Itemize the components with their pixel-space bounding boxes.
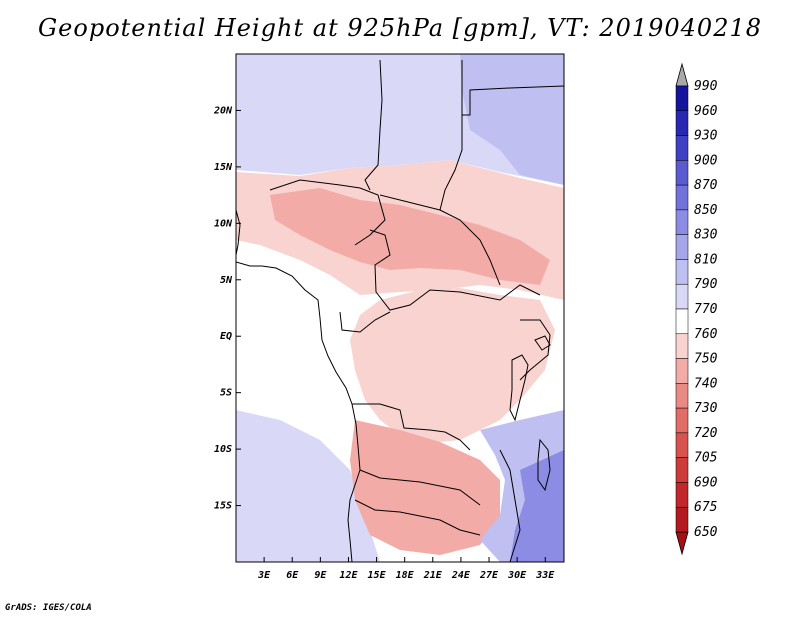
x-tick-label: 6E xyxy=(286,570,299,581)
y-tick-label: 10N xyxy=(214,218,233,229)
border xyxy=(339,311,391,333)
border xyxy=(461,60,564,116)
colorbar-under-triangle xyxy=(675,531,689,556)
colorbar-label: 830 xyxy=(694,228,718,243)
colorbar-segment xyxy=(675,184,689,211)
grads-credit: GrADS: IGES/COLA xyxy=(5,603,92,613)
x-tick-label: 33E xyxy=(535,570,555,581)
colorbar-segment xyxy=(675,333,689,359)
x-tick-label: 24E xyxy=(451,570,471,581)
border xyxy=(369,229,541,311)
colorbar-label: 990 xyxy=(694,79,718,94)
region-congo-basin xyxy=(350,288,555,442)
x-tick-label: 3E xyxy=(257,570,271,581)
lake-outline xyxy=(509,354,529,422)
colorbar-label: 750 xyxy=(694,352,718,367)
colorbar-label: 675 xyxy=(694,500,718,515)
y-tick-label: EQ xyxy=(220,331,232,342)
region-angola-low xyxy=(350,420,500,555)
x-tick-label: 9E xyxy=(314,570,327,581)
border xyxy=(364,59,383,191)
colorbar-label: 870 xyxy=(694,178,718,193)
colorbar-label: 850 xyxy=(694,203,718,218)
border xyxy=(269,179,386,246)
region-mozambique-high xyxy=(510,450,564,562)
colorbar-segment xyxy=(675,234,689,260)
colorbar-label: 705 xyxy=(694,451,718,466)
colorbar-label: 790 xyxy=(694,277,718,292)
x-tick-label: 27E xyxy=(479,570,499,581)
y-tick-label: 5S xyxy=(220,388,232,399)
coastline xyxy=(236,209,241,256)
colorbar-segment xyxy=(675,358,689,384)
x-tick-label: 30E xyxy=(507,570,527,581)
colorbar-label: 900 xyxy=(694,153,718,168)
colorbar-label: 960 xyxy=(694,104,718,119)
colorbar-label: 770 xyxy=(694,302,718,317)
colorbar-segment xyxy=(675,506,689,533)
colorbar-label: 650 xyxy=(694,525,718,540)
y-tick-label: 15N xyxy=(214,162,233,173)
border xyxy=(519,319,551,381)
colorbar-segment xyxy=(675,383,689,409)
border xyxy=(354,499,481,536)
y-tick-label: 10S xyxy=(214,444,232,455)
colorbar-label: 740 xyxy=(694,376,718,391)
coastline xyxy=(236,261,361,562)
region-central-low xyxy=(270,188,550,285)
x-tick-label: 21E xyxy=(423,570,443,581)
coastlines-borders xyxy=(236,59,564,562)
lake-outline xyxy=(537,438,551,492)
border xyxy=(352,403,471,451)
colorbar-label: 930 xyxy=(694,129,718,144)
x-tick-label: 15E xyxy=(368,570,387,581)
border xyxy=(359,469,481,506)
colorbar-segment xyxy=(675,407,689,434)
x-tick-label: 12E xyxy=(339,570,358,581)
colorbar-segment xyxy=(675,135,689,161)
colorbar-segment xyxy=(675,160,689,186)
axis-ticks: 3E 6E 9E 12E 15E 18E 21E 24E 27E 30E 33E 20N 15N 10N 5… xyxy=(213,105,555,581)
colorbar-label: 760 xyxy=(694,327,718,342)
y-tick-label: 15S xyxy=(214,501,232,512)
border xyxy=(439,209,501,286)
colorbar-segment xyxy=(675,482,689,508)
lake-outline xyxy=(534,335,551,351)
colorbar-label: 730 xyxy=(694,401,718,416)
x-tick-label: 18E xyxy=(396,570,415,581)
y-tick-label: 20N xyxy=(213,105,233,116)
colorbar: 990 960 930 900 870 850 830 810 790 770 760 750 740 7… xyxy=(675,62,718,556)
region-south-atlantic-high xyxy=(236,410,380,562)
colorbar-segment xyxy=(675,283,689,310)
colorbar-label: 720 xyxy=(694,426,718,441)
colorbar-segment xyxy=(675,308,689,335)
border xyxy=(379,115,463,211)
map-frame xyxy=(235,53,565,563)
colorbar-segment xyxy=(675,432,689,458)
colorbar-segment xyxy=(675,85,689,112)
y-tick-label: 5N xyxy=(220,275,233,286)
colorbar-segment xyxy=(675,259,689,285)
colorbar-label: 690 xyxy=(694,475,718,490)
colorbar-segment xyxy=(675,209,689,235)
chart-title: Geopotential Height at 925hPa [gpm], VT:… xyxy=(38,14,762,42)
colorbar-segment xyxy=(675,110,689,136)
colorbar-segment xyxy=(675,457,689,483)
border xyxy=(499,449,521,562)
colorbar-label: 810 xyxy=(694,252,718,267)
colorbar-over-triangle xyxy=(675,62,689,87)
